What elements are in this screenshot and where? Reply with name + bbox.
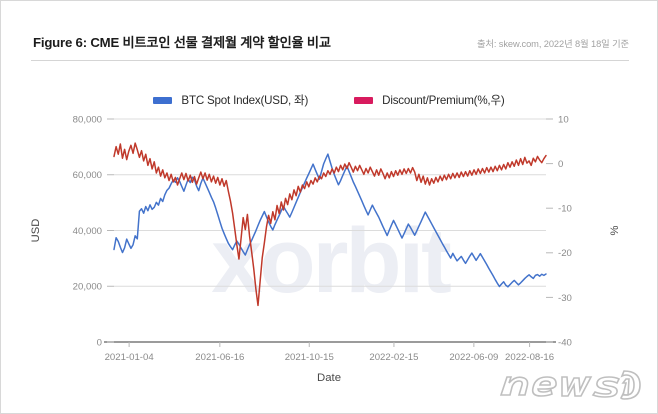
legend-item-btc-spot[interactable]: BTC Spot Index(USD, 좌) (153, 92, 308, 108)
svg-text:2022-02-15: 2022-02-15 (369, 352, 418, 363)
svg-text:%: % (609, 225, 621, 235)
page-title: Figure 6: CME 비트코인 선물 결제월 계약 할인율 비교 (33, 35, 331, 50)
svg-text:60,000: 60,000 (73, 170, 102, 181)
svg-text:2021-06-16: 2021-06-16 (195, 352, 244, 363)
svg-text:-10: -10 (558, 204, 572, 215)
x-axis-title: Date (316, 372, 342, 384)
legend-swatch-discount-premium (354, 96, 374, 104)
source-note: 출처: skew.com, 2022년 8월 18일 기준 (476, 39, 629, 49)
svg-text:USD: USD (30, 219, 42, 243)
svg-text:10: 10 (558, 114, 569, 125)
svg-text:-40: -40 (558, 337, 572, 348)
svg-text:0: 0 (97, 337, 102, 348)
svg-text:40,000: 40,000 (73, 226, 102, 237)
svg-text:2021-10-15: 2021-10-15 (285, 352, 334, 363)
chart-plot-area: xorbit 0 20,000 40,000 60,000 80,000 -40 -30 -20… (1, 111, 658, 371)
svg-text:-20: -20 (558, 248, 572, 259)
header-divider (31, 60, 629, 61)
legend-swatch-btc-spot (153, 96, 173, 104)
svg-text:80,000: 80,000 (73, 114, 102, 125)
figure-header: Figure 6: CME 비트코인 선물 결제월 계약 할인율 비교 출처: … (1, 1, 657, 61)
svg-text:2022-08-16: 2022-08-16 (505, 352, 554, 363)
legend-label-btc-spot: BTC Spot Index(USD, 좌) (181, 94, 309, 107)
svg-text:20,000: 20,000 (73, 282, 102, 293)
legend-label-discount-premium: Discount/Premium(%,우) (382, 94, 505, 107)
svg-text:-30: -30 (558, 293, 572, 304)
svg-text:2021-01-04: 2021-01-04 (105, 352, 155, 363)
chart-legend: BTC Spot Index(USD, 좌) Discount/Premium(… (1, 89, 657, 111)
line-chart-svg: xorbit 0 20,000 40,000 60,000 80,000 -40 -30 -20… (30, 114, 621, 363)
svg-text:0: 0 (558, 159, 563, 170)
svg-text:xorbit: xorbit (211, 210, 451, 312)
legend-item-discount-premium[interactable]: Discount/Premium(%,우) (354, 92, 505, 108)
svg-text:2022-06-09: 2022-06-09 (449, 352, 498, 363)
news1-logo-watermark (499, 370, 641, 400)
